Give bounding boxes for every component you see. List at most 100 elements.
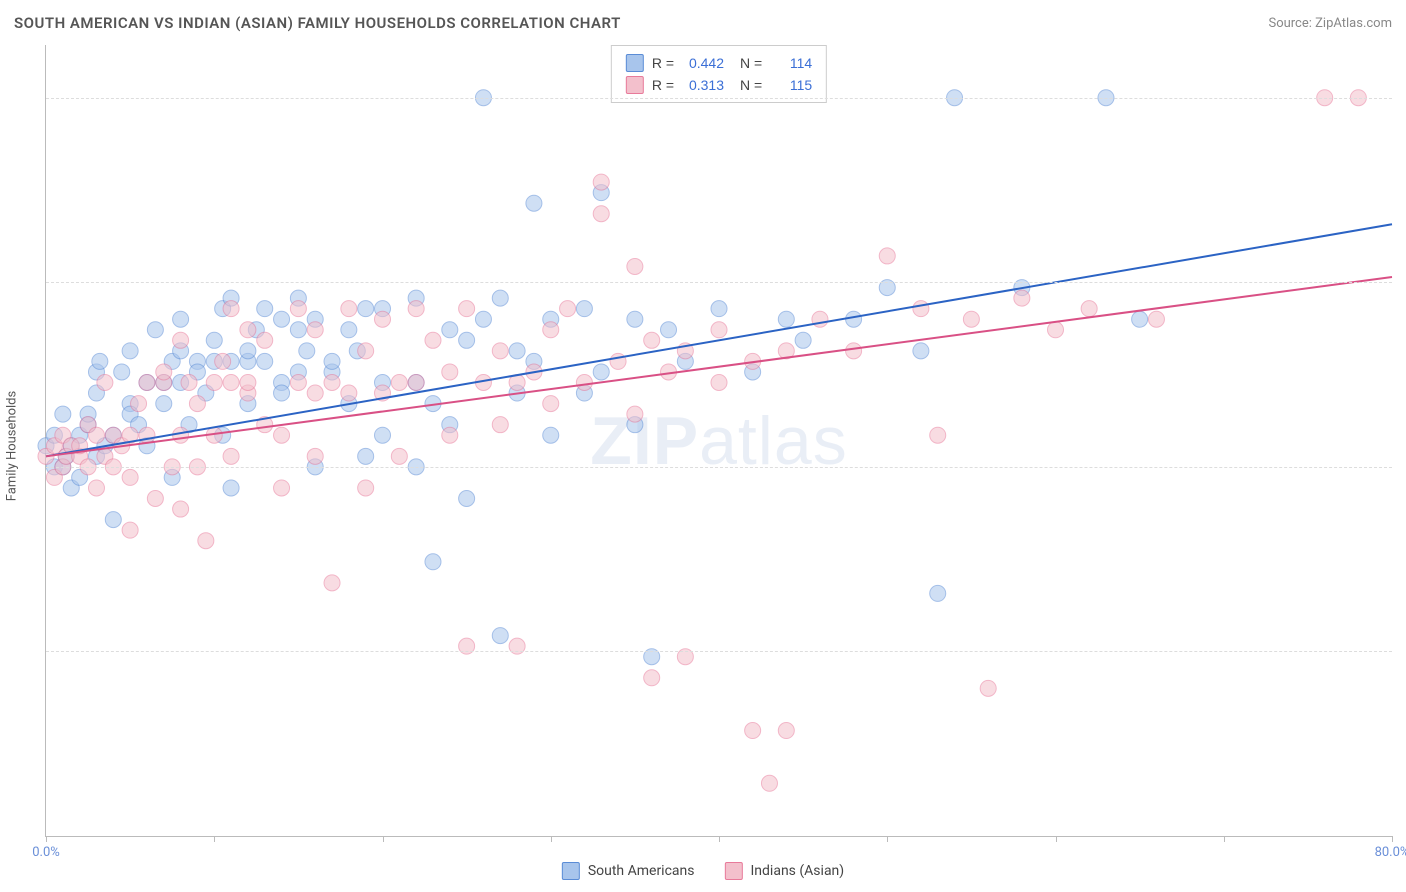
data-point bbox=[913, 343, 929, 359]
data-point bbox=[711, 322, 727, 338]
data-point bbox=[593, 364, 609, 380]
data-point bbox=[290, 322, 306, 338]
data-point bbox=[358, 343, 374, 359]
data-point bbox=[963, 311, 979, 327]
data-point bbox=[223, 448, 239, 464]
data-point bbox=[459, 332, 475, 348]
data-point bbox=[661, 322, 677, 338]
data-point bbox=[980, 680, 996, 696]
data-point bbox=[147, 322, 163, 338]
data-point bbox=[1148, 311, 1164, 327]
data-point bbox=[173, 427, 189, 443]
data-point bbox=[147, 491, 163, 507]
data-point bbox=[846, 311, 862, 327]
data-point bbox=[711, 374, 727, 390]
x-tick bbox=[1392, 836, 1393, 842]
x-tick bbox=[887, 836, 888, 842]
data-point bbox=[223, 301, 239, 317]
gridline bbox=[46, 651, 1392, 652]
correlation-legend: R = 0.442 N = 114 R = 0.313 N = 115 bbox=[611, 45, 827, 103]
data-point bbox=[778, 311, 794, 327]
x-tick bbox=[719, 836, 720, 842]
data-point bbox=[375, 427, 391, 443]
data-point bbox=[240, 374, 256, 390]
trend-line bbox=[46, 224, 1392, 456]
data-point bbox=[122, 522, 138, 538]
data-point bbox=[257, 301, 273, 317]
series-legend: South Americans Indians (Asian) bbox=[562, 862, 844, 880]
data-point bbox=[576, 301, 592, 317]
data-point bbox=[492, 343, 508, 359]
data-point bbox=[543, 322, 559, 338]
data-point bbox=[223, 480, 239, 496]
data-point bbox=[543, 427, 559, 443]
data-point bbox=[139, 374, 155, 390]
data-point bbox=[215, 353, 231, 369]
x-tick-label: 0.0% bbox=[32, 845, 60, 860]
data-point bbox=[930, 427, 946, 443]
data-point bbox=[299, 343, 315, 359]
chart-source: Source: ZipAtlas.com bbox=[1268, 16, 1392, 31]
data-point bbox=[307, 322, 323, 338]
data-point bbox=[274, 385, 290, 401]
data-point bbox=[274, 311, 290, 327]
data-point bbox=[778, 723, 794, 739]
data-point bbox=[97, 374, 113, 390]
data-point bbox=[324, 353, 340, 369]
data-point bbox=[1048, 322, 1064, 338]
chart-title: SOUTH AMERICAN VS INDIAN (ASIAN) FAMILY … bbox=[14, 14, 621, 32]
data-point bbox=[846, 343, 862, 359]
data-point bbox=[644, 332, 660, 348]
data-point bbox=[156, 396, 172, 412]
data-point bbox=[307, 448, 323, 464]
data-point bbox=[475, 311, 491, 327]
gridline bbox=[46, 282, 1392, 283]
scatter-svg bbox=[46, 45, 1392, 836]
data-point bbox=[425, 332, 441, 348]
data-point bbox=[240, 322, 256, 338]
data-point bbox=[492, 628, 508, 644]
legend-label: Indians (Asian) bbox=[751, 863, 845, 879]
data-point bbox=[879, 248, 895, 264]
data-point bbox=[122, 343, 138, 359]
source-link[interactable]: ZipAtlas.com bbox=[1315, 16, 1392, 31]
legend-item: South Americans bbox=[562, 862, 695, 880]
y-tick-label: 82.5% bbox=[1398, 275, 1406, 290]
data-point bbox=[526, 195, 542, 211]
plot-surface: ZIPatlas R = 0.442 N = 114 R = 0.313 N =… bbox=[45, 45, 1392, 837]
data-point bbox=[223, 374, 239, 390]
data-point bbox=[173, 332, 189, 348]
data-point bbox=[442, 427, 458, 443]
legend-swatch bbox=[562, 862, 580, 880]
y-axis-label: Family Households bbox=[5, 391, 20, 501]
data-point bbox=[459, 491, 475, 507]
data-point bbox=[341, 385, 357, 401]
r-value: 0.313 bbox=[680, 77, 724, 93]
data-point bbox=[105, 512, 121, 528]
legend-swatch bbox=[725, 862, 743, 880]
data-point bbox=[711, 301, 727, 317]
data-point bbox=[644, 670, 660, 686]
data-point bbox=[206, 374, 222, 390]
data-point bbox=[114, 364, 130, 380]
data-point bbox=[131, 396, 147, 412]
chart-header: SOUTH AMERICAN VS INDIAN (ASIAN) FAMILY … bbox=[14, 14, 1392, 32]
legend-row: R = 0.313 N = 115 bbox=[626, 74, 812, 96]
data-point bbox=[198, 533, 214, 549]
data-point bbox=[576, 374, 592, 390]
data-point bbox=[1014, 290, 1030, 306]
data-point bbox=[181, 374, 197, 390]
data-point bbox=[274, 480, 290, 496]
data-point bbox=[761, 775, 777, 791]
data-point bbox=[88, 480, 104, 496]
r-value: 0.442 bbox=[680, 55, 724, 71]
data-point bbox=[442, 364, 458, 380]
data-point bbox=[341, 322, 357, 338]
data-point bbox=[442, 322, 458, 338]
data-point bbox=[593, 174, 609, 190]
data-point bbox=[206, 332, 222, 348]
data-point bbox=[358, 480, 374, 496]
data-point bbox=[290, 301, 306, 317]
data-point bbox=[543, 396, 559, 412]
gridline bbox=[46, 98, 1392, 99]
